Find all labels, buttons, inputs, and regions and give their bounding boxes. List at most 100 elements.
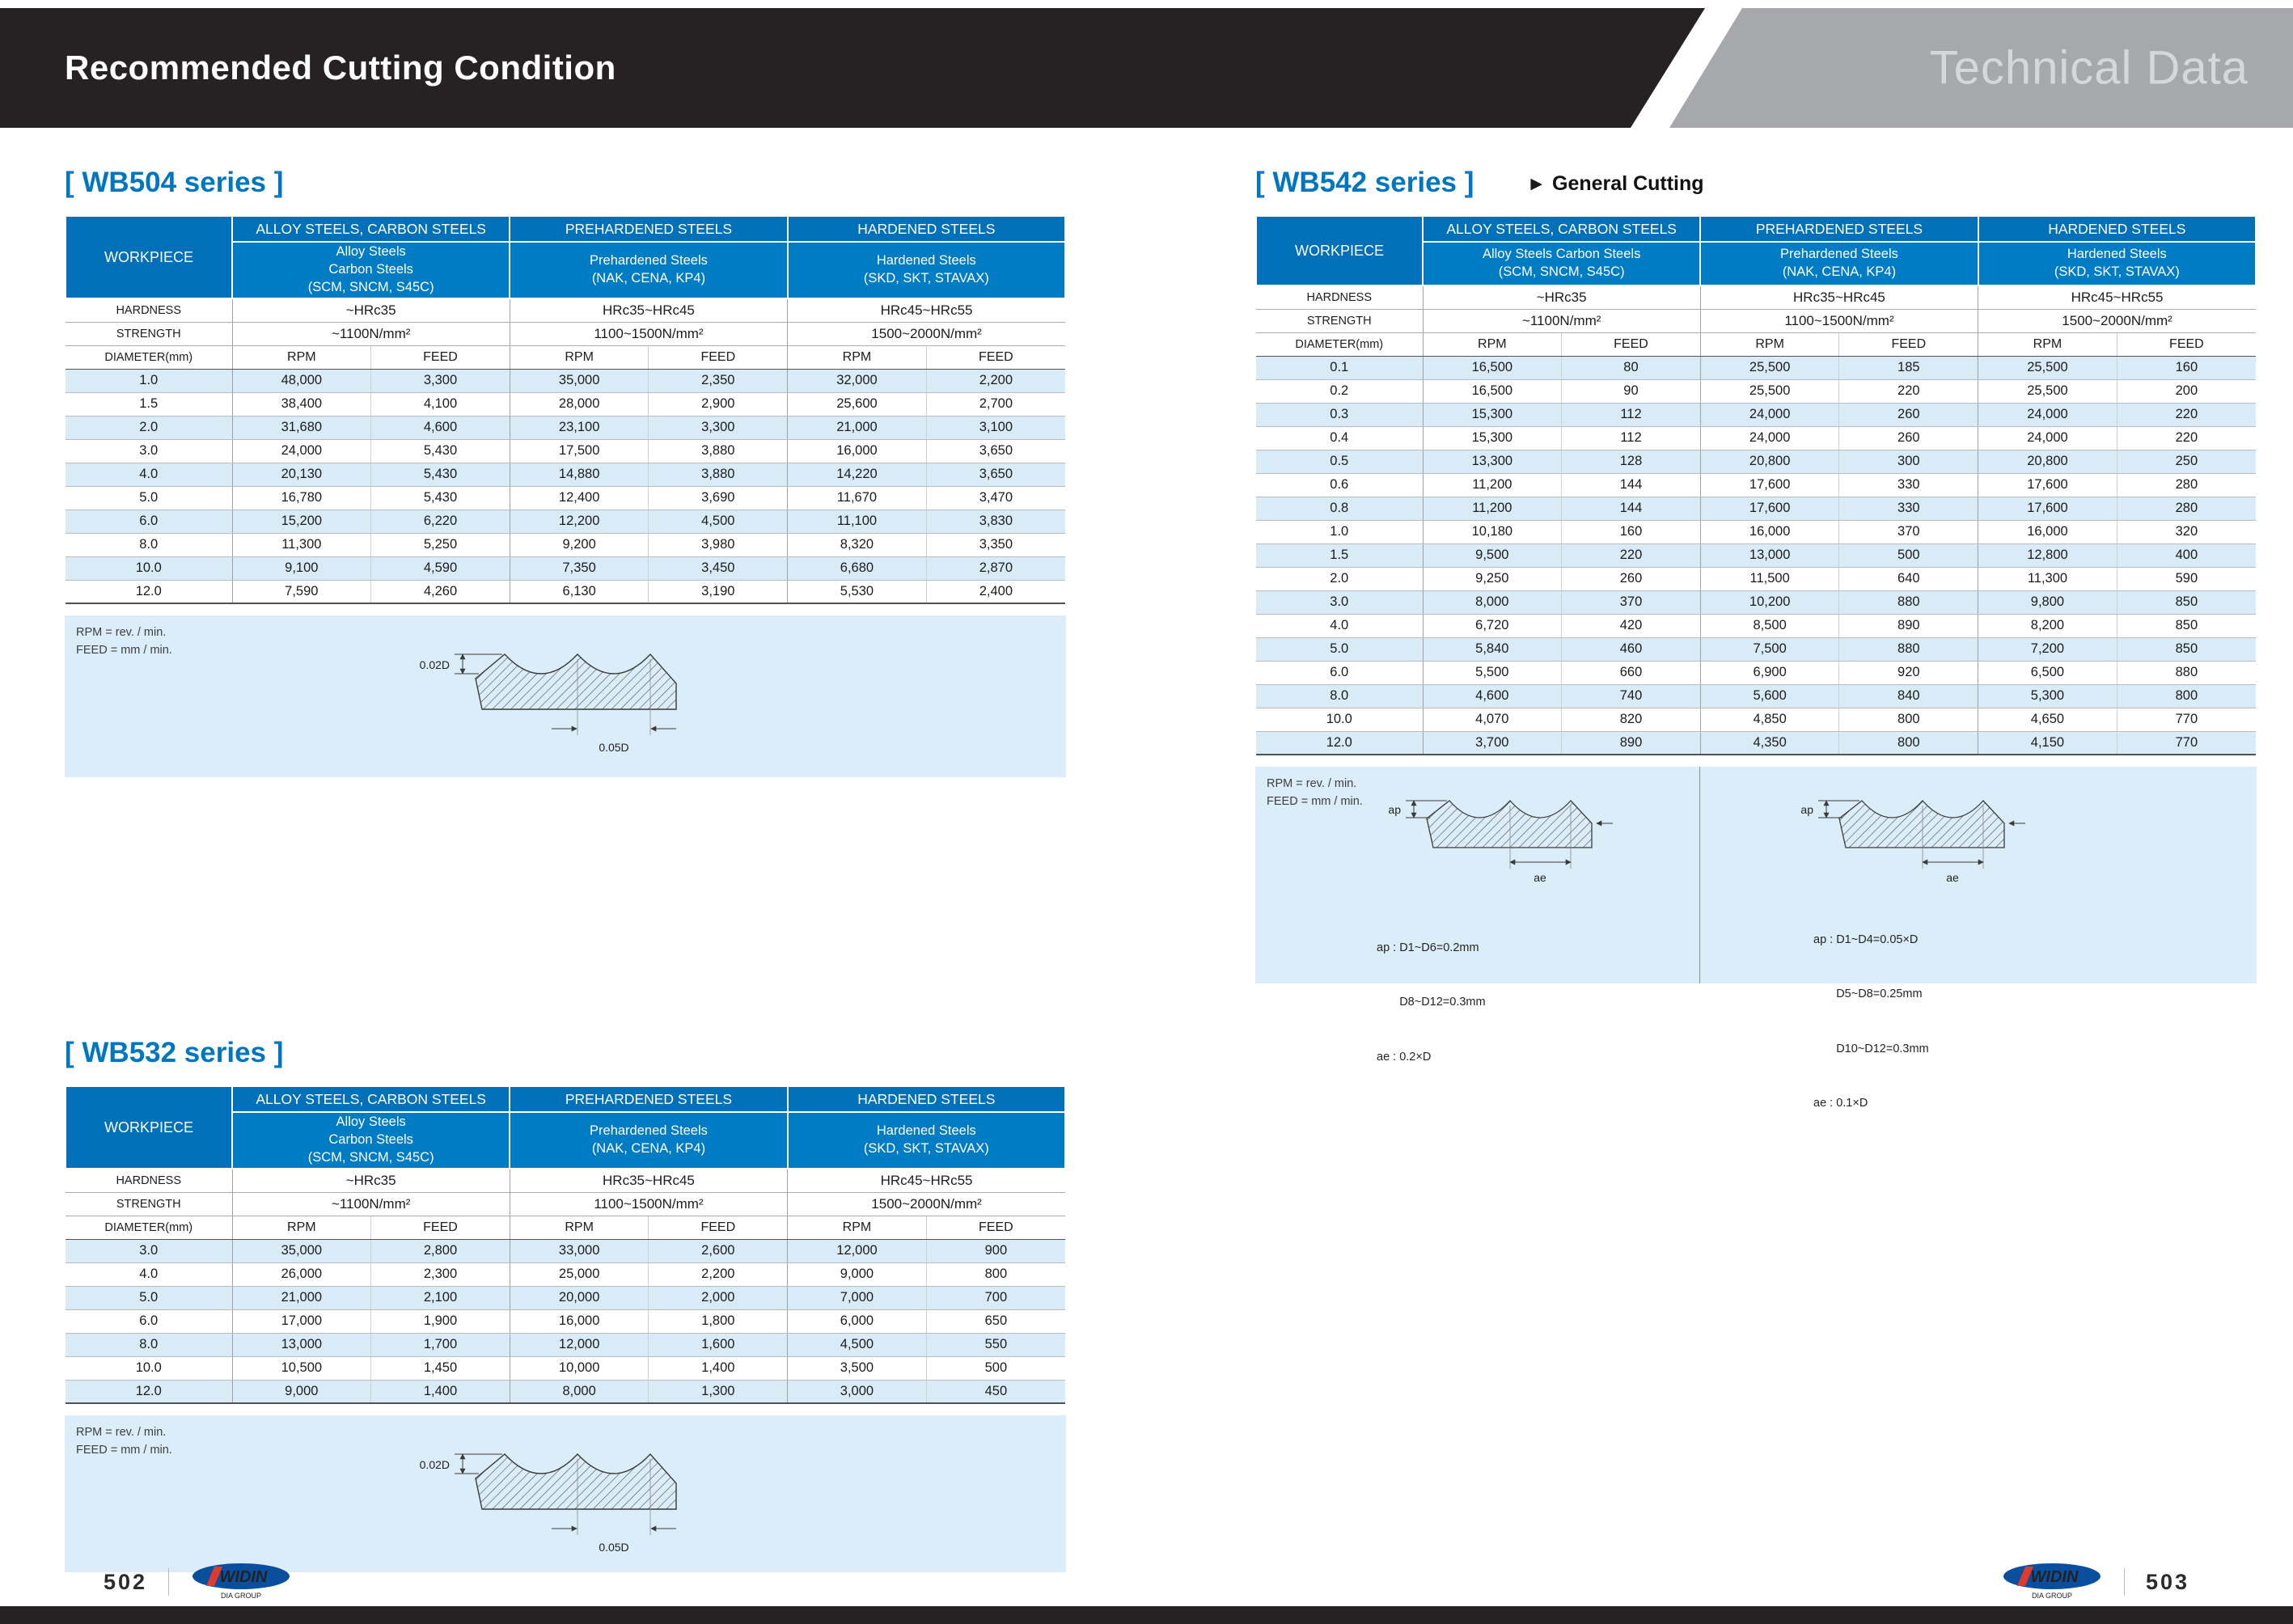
data-row: 8.0 11,300 5,250 9,200 3,980 8,320 3,350 — [66, 533, 1065, 557]
group-subheader: Hardened Steels (SKD, SKT, STAVAX) — [1977, 241, 2257, 286]
wb542-section: [ WB542 series ] ▶ General Cutting WORKPIE… — [1255, 167, 2257, 1110]
diameter-header-row: DIAMETER(mm) RPM FEED RPM FEED RPM FEED — [66, 345, 1065, 370]
diameter-value: 10.0 — [1256, 708, 1423, 732]
feed-value: 890 — [1561, 731, 1701, 755]
data-row: 4.0 20,130 5,430 14,880 3,880 14,220 3,650 — [66, 463, 1065, 487]
group-subheader: Alloy Steels Carbon Steels (SCM, SNCM, S45… — [231, 241, 511, 299]
rpm-header: RPM — [231, 1215, 371, 1240]
header-tab: Technical Data — [1669, 8, 2293, 128]
feed-value: 112 — [1561, 403, 1701, 427]
cutting-parameters-diagram: ap ae — [1388, 800, 1613, 884]
hardness-value: ~HRc35 — [1422, 285, 1701, 310]
group-subheader: Prehardened Steels (NAK, CENA, KP4) — [509, 241, 789, 299]
rpm-value: 5,840 — [1422, 637, 1562, 662]
data-row: 12.0 9,000 1,400 8,000 1,300 3,000 450 — [66, 1380, 1065, 1404]
diameter-value: 8.0 — [1256, 684, 1423, 708]
feed-value: 370 — [1838, 520, 1978, 544]
rpm-value: 25,000 — [509, 1262, 649, 1287]
feed-value: 90 — [1561, 379, 1701, 404]
table-subheader-row: Alloy Steels Carbon Steels (SCM, SNCM, S4… — [1256, 241, 2257, 286]
feed-value: 1,800 — [648, 1309, 788, 1334]
rpm-value: 7,000 — [787, 1286, 927, 1310]
feed-value: 2,600 — [648, 1239, 788, 1263]
feed-value: 80 — [1561, 356, 1701, 380]
feed-value: 3,690 — [648, 486, 788, 510]
series-title-wb542: [ WB542 series ] ▶ General Cutting — [1255, 167, 2257, 199]
hardness-label: HARDNESS — [66, 298, 232, 323]
rpm-value: 14,880 — [509, 463, 649, 487]
footer-divider — [2123, 1568, 2125, 1596]
feed-header: FEED — [648, 345, 788, 370]
units-legend: RPM = rev. / min. FEED = mm / min. — [76, 1423, 172, 1460]
feed-value: 820 — [1561, 708, 1701, 732]
logo-subtext: DIA GROUP — [2032, 1592, 2072, 1600]
diameter-value: 5.0 — [66, 1286, 232, 1310]
feed-value: 128 — [1561, 450, 1701, 474]
rpm-value: 8,500 — [1699, 614, 1839, 638]
ae-label: ae — [1534, 871, 1546, 884]
feed-value: 770 — [2116, 731, 2256, 755]
diameter-value: 0.6 — [1256, 473, 1423, 497]
feed-value: 185 — [1838, 356, 1978, 380]
rpm-value: 11,670 — [787, 486, 927, 510]
rpm-value: 5,530 — [787, 580, 927, 604]
rpm-value: 4,150 — [1978, 731, 2117, 755]
feed-value: 500 — [925, 1356, 1065, 1381]
rpm-value: 38,400 — [231, 392, 371, 417]
page-number-right: 503 — [2145, 1569, 2189, 1594]
feed-value: 3,450 — [648, 556, 788, 581]
rpm-value: 9,500 — [1422, 543, 1562, 568]
cutting-condition-table-wb542: WORKPIECE ALLOY STEELS, CARBON STEELS PREH… — [1255, 215, 2257, 755]
data-row: 4.0 26,000 2,300 25,000 2,200 9,000 800 — [66, 1262, 1065, 1287]
rpm-value: 3,700 — [1422, 731, 1562, 755]
group-subheader: Alloy Steels Carbon Steels (SCM, SNCM, S45… — [231, 1111, 511, 1169]
feed-value: 4,100 — [370, 392, 510, 417]
data-row: 12.0 7,590 4,260 6,130 3,190 5,530 2,400 — [66, 580, 1065, 604]
section-label: Technical Data — [1929, 41, 2249, 95]
diagram-notes: ap : D1~D4=0.05×D D5~D8=0.25mm D10~D12=0… — [1813, 933, 1929, 1110]
triangle-icon: ▶ — [1530, 176, 1543, 192]
data-row: 6.0 15,200 6,220 12,200 4,500 11,100 3,830 — [66, 510, 1065, 534]
footer-left: 502 WIDIN DIA GROUP — [104, 1563, 292, 1601]
rpm-header: RPM — [787, 345, 927, 370]
step-over-label: 0.05D — [599, 741, 628, 754]
rpm-value: 9,800 — [1978, 590, 2117, 615]
header-bar: Recommended Cutting Condition — [0, 8, 1705, 128]
feed-value: 330 — [1838, 497, 1978, 521]
feed-value: 3,830 — [925, 510, 1065, 534]
cutting-parameters-diagram: ap ae — [1800, 800, 2025, 884]
feed-value: 3,650 — [925, 439, 1065, 463]
surface-profile-diagram: 0.02D 0.05D — [420, 1453, 677, 1554]
feed-value: 770 — [2116, 708, 2256, 732]
rpm-value: 11,300 — [231, 533, 371, 557]
feed-value: 1,450 — [370, 1356, 510, 1381]
group-subheader: Prehardened Steels (NAK, CENA, KP4) — [509, 1111, 789, 1169]
notes-wb542: RPM = rev. / min. FEED = mm / min. ap ae… — [1255, 767, 2257, 1110]
feed-value: 2,100 — [370, 1286, 510, 1310]
feed-value: 200 — [2116, 379, 2256, 404]
data-row: 3.0 24,000 5,430 17,500 3,880 16,000 3,650 — [66, 439, 1065, 463]
feed-value: 850 — [2116, 590, 2256, 615]
hardness-label: HARDNESS — [1256, 285, 1423, 310]
feed-value: 400 — [2116, 543, 2256, 568]
rpm-value: 7,200 — [1978, 637, 2117, 662]
feed-value: 3,300 — [370, 369, 510, 393]
units-legend: RPM = rev. / min. FEED = mm / min. — [76, 624, 172, 660]
feed-value: 740 — [1561, 684, 1701, 708]
feed-header: FEED — [1838, 332, 1978, 357]
notes-left-half: RPM = rev. / min. FEED = mm / min. ap ae… — [1255, 767, 1700, 1064]
feed-value: 3,980 — [648, 533, 788, 557]
diameter-value: 5.0 — [66, 486, 232, 510]
rpm-value: 9,000 — [231, 1380, 371, 1404]
feed-value: 460 — [1561, 637, 1701, 662]
diameter-value: 6.0 — [66, 1309, 232, 1334]
feed-value: 144 — [1561, 497, 1701, 521]
data-row: 0.5 13,300 128 20,800 300 20,800 250 — [1256, 450, 2256, 474]
data-row: 5.0 21,000 2,100 20,000 2,000 7,000 700 — [66, 1286, 1065, 1310]
data-row: 6.0 5,500 660 6,900 920 6,500 880 — [1256, 661, 2256, 685]
rpm-value: 24,000 — [1978, 426, 2117, 450]
feed-header: FEED — [370, 1215, 510, 1240]
rpm-value: 7,350 — [509, 556, 649, 581]
hardness-value: HRc45~HRc55 — [1978, 285, 2256, 310]
ap-label: ap — [1388, 803, 1401, 816]
